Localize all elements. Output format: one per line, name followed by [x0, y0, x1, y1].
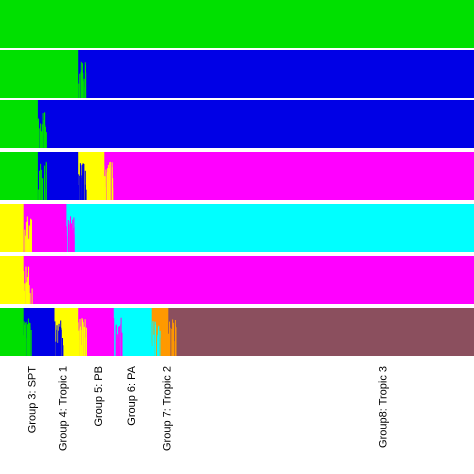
panel-k8: [0, 308, 474, 356]
panel-k6-admixture-texture: [15, 215, 75, 252]
group-labels: Group 3: SPT Group 4: Tropic 1 Group 5: PB…: [27, 365, 390, 451]
panel-k2: [0, 0, 474, 48]
group-label-2: Group 4: Tropic 1: [57, 366, 69, 451]
panel-k8-segment-7: [168, 308, 474, 356]
panel-k6-segment-3: [66, 204, 474, 252]
panel-k6: [0, 204, 474, 252]
panel-k5: [0, 152, 474, 200]
group-label-5: Group 7: Tropic 2: [162, 366, 174, 451]
panel-k2-segment-1: [0, 0, 474, 48]
group-label-6: Group8: Tropic 3: [377, 366, 389, 448]
panel-k8-admixture-texture: [16, 317, 177, 356]
panel-k3-segment-2: [78, 50, 474, 98]
panel-k4-admixture-texture: [30, 111, 47, 148]
panel-k3-segment-1: [0, 50, 79, 98]
group-label-3: Group 5: PB: [93, 366, 105, 427]
panel-k7: [0, 256, 474, 304]
admixture-panels: [0, 0, 474, 356]
panel-k7-segment-2: [23, 256, 474, 304]
panel-k5-admixture-texture: [30, 161, 114, 200]
panel-k5-segment-4: [104, 152, 474, 200]
group-label-1: Group 3: SPT: [27, 366, 39, 434]
panel-k3: [0, 50, 474, 98]
group-label-4: Group 6: PA: [126, 365, 138, 425]
panel-k3-admixture-texture: [70, 61, 87, 98]
panel-k6-segment-1: [0, 204, 25, 252]
panel-k4: [0, 100, 474, 148]
panel-k7-admixture-texture: [15, 266, 33, 304]
panel-k4-segment-2: [37, 100, 474, 148]
